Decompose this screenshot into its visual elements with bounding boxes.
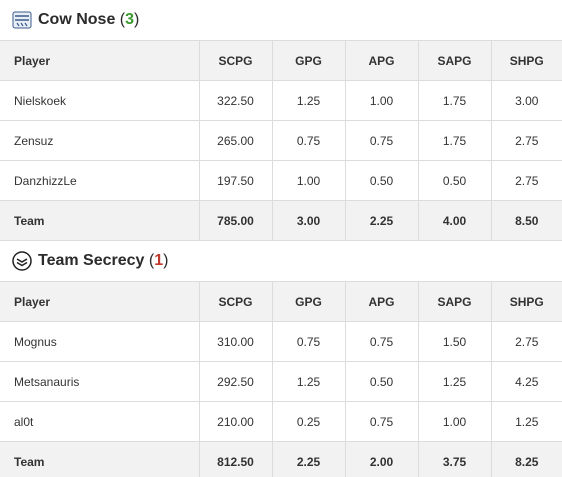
- column-header-scpg: SCPG: [198, 281, 273, 322]
- team-section-team-secrecy: Team Secrecy (1) Player SCPG GPG APG SAP…: [0, 241, 562, 477]
- team-secrecy-logo-icon: [12, 251, 32, 271]
- team-total-label: Team: [0, 200, 200, 241]
- sapg-value: 1.25: [417, 361, 492, 402]
- column-header-sapg: SAPG: [417, 40, 492, 81]
- sapg-value: 1.50: [417, 321, 492, 362]
- stats-table: Player SCPG GPG APG SAPG SHPG Mognus 310…: [0, 281, 562, 477]
- table-row: Metsanauris 292.50 1.25 0.50 1.25 4.25: [0, 361, 562, 402]
- sapg-value: 1.00: [417, 401, 492, 442]
- team-header: Cow Nose (3): [0, 0, 562, 40]
- scpg-value: 322.50: [198, 80, 273, 121]
- shpg-value: 2.75: [490, 160, 562, 201]
- column-header-player: Player: [0, 40, 200, 81]
- team-score: 1: [154, 252, 164, 269]
- team-name[interactable]: Team Secrecy: [38, 252, 145, 269]
- sapg-value: 1.75: [417, 120, 492, 161]
- player-name[interactable]: Mognus: [0, 321, 200, 362]
- apg-value: 0.75: [344, 120, 419, 161]
- stats-table: Player SCPG GPG APG SAPG SHPG Nielskoek …: [0, 40, 562, 241]
- column-header-scpg: SCPG: [198, 40, 273, 81]
- apg-value: 0.75: [344, 401, 419, 442]
- apg-value: 0.50: [344, 361, 419, 402]
- shpg-value: 2.75: [490, 321, 562, 362]
- table-header-row: Player SCPG GPG APG SAPG SHPG: [0, 40, 562, 81]
- shpg-value: 2.75: [490, 120, 562, 161]
- team-total-label: Team: [0, 441, 200, 477]
- column-header-apg: APG: [344, 40, 419, 81]
- gpg-value: 0.75: [271, 321, 346, 362]
- scpg-value: 210.00: [198, 401, 273, 442]
- player-name[interactable]: DanzhizzLe: [0, 160, 200, 201]
- column-header-player: Player: [0, 281, 200, 322]
- table-row: Nielskoek 322.50 1.25 1.00 1.75 3.00: [0, 80, 562, 121]
- team-total-row: Team 785.00 3.00 2.25 4.00 8.50: [0, 200, 562, 241]
- shpg-value: 4.25: [490, 361, 562, 402]
- gpg-total: 3.00: [271, 200, 346, 241]
- apg-value: 1.00: [344, 80, 419, 121]
- team-score: 3: [125, 11, 135, 28]
- sapg-value: 1.75: [417, 80, 492, 121]
- shpg-value: 3.00: [490, 80, 562, 121]
- gpg-total: 2.25: [271, 441, 346, 477]
- cow-nose-logo-icon: [12, 10, 32, 30]
- table-row: DanzhizzLe 197.50 1.00 0.50 0.50 2.75: [0, 160, 562, 201]
- table-row: Zensuz 265.00 0.75 0.75 1.75 2.75: [0, 120, 562, 161]
- gpg-value: 1.25: [271, 361, 346, 402]
- team-header: Team Secrecy (1): [0, 241, 562, 281]
- column-header-apg: APG: [344, 281, 419, 322]
- player-name[interactable]: Nielskoek: [0, 80, 200, 121]
- column-header-gpg: GPG: [271, 281, 346, 322]
- apg-value: 0.75: [344, 321, 419, 362]
- scpg-value: 197.50: [198, 160, 273, 201]
- scpg-total: 785.00: [198, 200, 273, 241]
- sapg-total: 3.75: [417, 441, 492, 477]
- team-total-row: Team 812.50 2.25 2.00 3.75 8.25: [0, 441, 562, 477]
- column-header-sapg: SAPG: [417, 281, 492, 322]
- player-name[interactable]: Zensuz: [0, 120, 200, 161]
- column-header-shpg: SHPG: [490, 40, 562, 81]
- sapg-value: 0.50: [417, 160, 492, 201]
- table-row: al0t 210.00 0.25 0.75 1.00 1.25: [0, 401, 562, 442]
- shpg-value: 1.25: [490, 401, 562, 442]
- gpg-value: 1.00: [271, 160, 346, 201]
- column-header-shpg: SHPG: [490, 281, 562, 322]
- scpg-value: 265.00: [198, 120, 273, 161]
- sapg-total: 4.00: [417, 200, 492, 241]
- team-name[interactable]: Cow Nose: [38, 11, 116, 28]
- gpg-value: 1.25: [271, 80, 346, 121]
- scpg-value: 292.50: [198, 361, 273, 402]
- table-header-row: Player SCPG GPG APG SAPG SHPG: [0, 281, 562, 322]
- player-name[interactable]: al0t: [0, 401, 200, 442]
- team-section-cow-nose: Cow Nose (3) Player SCPG GPG APG SAPG SH…: [0, 0, 562, 241]
- scpg-value: 310.00: [198, 321, 273, 362]
- scpg-total: 812.50: [198, 441, 273, 477]
- table-row: Mognus 310.00 0.75 0.75 1.50 2.75: [0, 321, 562, 362]
- shpg-total: 8.50: [490, 200, 562, 241]
- apg-total: 2.25: [344, 200, 419, 241]
- apg-value: 0.50: [344, 160, 419, 201]
- shpg-total: 8.25: [490, 441, 562, 477]
- apg-total: 2.00: [344, 441, 419, 477]
- gpg-value: 0.25: [271, 401, 346, 442]
- column-header-gpg: GPG: [271, 40, 346, 81]
- gpg-value: 0.75: [271, 120, 346, 161]
- player-name[interactable]: Metsanauris: [0, 361, 200, 402]
